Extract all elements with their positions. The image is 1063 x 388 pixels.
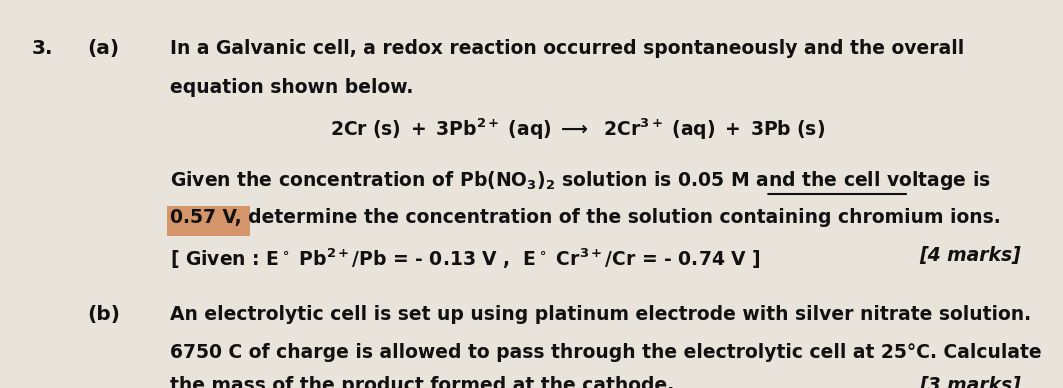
- Text: $\mathregular{2Cr\ (s)\ +\ 3Pb^{2+}\ (aq)\ \longrightarrow\ \ 2Cr^{3+}\ (aq)\ +\: $\mathregular{2Cr\ (s)\ +\ 3Pb^{2+}\ (aq…: [330, 116, 825, 142]
- Text: 3.: 3.: [32, 39, 53, 58]
- Text: [4 marks]: [4 marks]: [918, 246, 1020, 265]
- Text: 0.57 V, determine the concentration of the solution containing chromium ions.: 0.57 V, determine the concentration of t…: [170, 208, 1001, 227]
- Text: 6750 C of charge is allowed to pass through the electrolytic cell at 25°C. Calcu: 6750 C of charge is allowed to pass thro…: [170, 343, 1042, 362]
- Text: [ Given : $\mathregular{E^\circ\ Pb^{2+}/Pb}$ = - 0.13 V ,  $\mathregular{E^\cir: [ Given : $\mathregular{E^\circ\ Pb^{2+}…: [170, 246, 761, 271]
- Text: [3 marks]: [3 marks]: [918, 376, 1020, 388]
- Text: (a): (a): [87, 39, 119, 58]
- Text: In a Galvanic cell, a redox reaction occurred spontaneously and the overall: In a Galvanic cell, a redox reaction occ…: [170, 39, 964, 58]
- Text: An electrolytic cell is set up using platinum electrode with silver nitrate solu: An electrolytic cell is set up using pla…: [170, 305, 1031, 324]
- Text: Given the concentration of $\mathregular{Pb(NO_3)_2}$ solution is 0.05 M and the: Given the concentration of $\mathregular…: [170, 169, 991, 192]
- Text: the mass of the product formed at the cathode.: the mass of the product formed at the ca…: [170, 376, 674, 388]
- FancyBboxPatch shape: [167, 206, 250, 236]
- Text: equation shown below.: equation shown below.: [170, 78, 414, 97]
- Text: (b): (b): [87, 305, 120, 324]
